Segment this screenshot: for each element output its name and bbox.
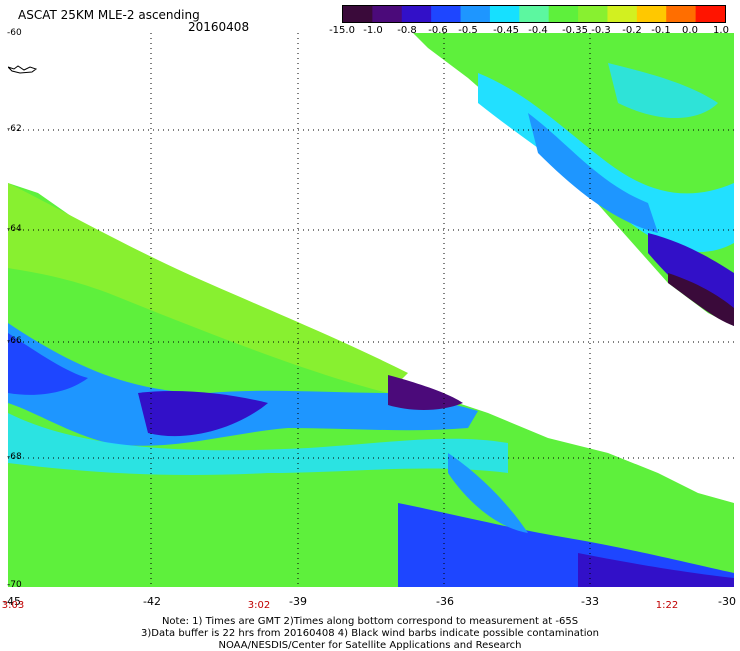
- colorbar-swatch: [431, 6, 462, 22]
- lon-label: -36: [436, 595, 454, 608]
- colorbar-label: -0.45: [493, 25, 519, 36]
- footer-note-2: 3)Data buffer is 22 hrs from 20160408 4)…: [141, 628, 599, 639]
- time-label: 3:03: [1, 600, 25, 611]
- colorbar-labels: -15.0 -1.0 -0.8 -0.6 -0.5 -0.45 -0.4 -0.…: [329, 25, 730, 37]
- colorbar-label: -0.6: [428, 25, 448, 36]
- colorbar-label: -0.35: [562, 25, 588, 36]
- footer-note-1: Note: 1) Times are GMT 2)Times along bot…: [161, 616, 579, 627]
- lon-label: -42: [143, 595, 161, 608]
- colorbar-label: -0.2: [622, 25, 642, 36]
- footer-note-3: NOAA/NESDIS/Center for Satellite Applica…: [218, 640, 522, 651]
- colorbar-label: -15.0: [329, 25, 355, 36]
- lat-label: -70: [7, 580, 22, 590]
- map-title: ASCAT 25KM MLE-2 ascending: [18, 8, 200, 22]
- colorbar-swatch: [695, 6, 725, 22]
- map-date: 20160408: [188, 20, 250, 34]
- lon-label: -45: [3, 595, 21, 608]
- colorbar-label: 0.0: [682, 25, 698, 36]
- colorbar: [342, 5, 726, 23]
- lat-label: -60: [7, 28, 22, 38]
- colorbar-swatch: [343, 6, 373, 22]
- colorbar-label: -0.3: [591, 25, 611, 36]
- coastline: [8, 65, 38, 74]
- upper-swath: [413, 33, 734, 326]
- colorbar-swatch: [578, 6, 609, 22]
- colorbar-swatch: [401, 6, 432, 22]
- colorbar-label: -0.5: [458, 25, 478, 36]
- colorbar-label: 1.0: [713, 25, 729, 36]
- colorbar-label: -0.4: [528, 25, 548, 36]
- colorbar-swatch: [636, 6, 667, 22]
- colorbar-label: -0.8: [397, 25, 417, 36]
- lon-label: -33: [581, 595, 599, 608]
- lat-label: -66: [7, 336, 22, 346]
- colorbar-swatch: [666, 6, 697, 22]
- lat-label: -64: [7, 224, 22, 234]
- colorbar-label: -0.1: [651, 25, 671, 36]
- colorbar-swatch: [548, 6, 579, 22]
- colorbar-swatch: [460, 6, 491, 22]
- colorbar-swatch: [607, 6, 638, 22]
- colorbar-label: -1.0: [363, 25, 383, 36]
- colorbar-swatch: [372, 6, 403, 22]
- time-label: 1:22: [655, 600, 679, 611]
- lon-label: -39: [289, 595, 307, 608]
- time-label: 3:02: [247, 600, 271, 611]
- colorbar-swatch: [489, 6, 520, 22]
- wind-map: [8, 33, 734, 587]
- colorbar-swatch: [519, 6, 550, 22]
- lat-label: -62: [7, 124, 22, 134]
- lon-label: -30: [718, 595, 736, 608]
- lower-swath: [8, 183, 734, 587]
- grid: [8, 33, 734, 587]
- lat-label: -68: [7, 452, 22, 462]
